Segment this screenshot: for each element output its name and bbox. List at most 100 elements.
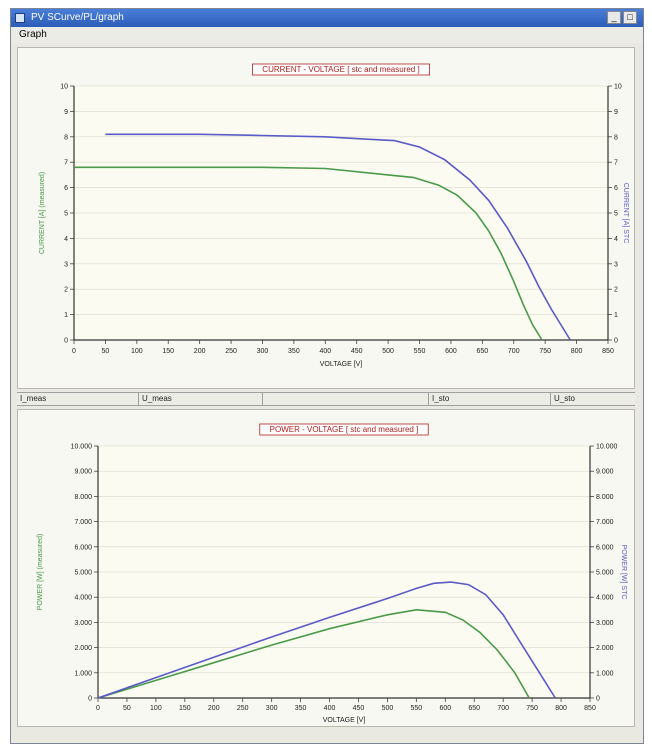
- y-axis-label-left: POWER [W] (measured): [37, 534, 44, 611]
- y-tick-label-left: 6.000: [74, 544, 92, 551]
- chart-title: POWER - VOLTAGE [ stc and measured ]: [270, 425, 419, 434]
- y-tick-label-right: 0: [614, 338, 618, 345]
- x-axis-label: VOLTAGE [V]: [320, 361, 363, 368]
- y-tick-label-left: 0: [64, 338, 68, 345]
- x-tick-label: 400: [319, 348, 331, 355]
- x-tick-label: 250: [225, 348, 237, 355]
- minimize-button[interactable]: _: [607, 11, 621, 24]
- x-tick-label: 200: [194, 348, 206, 355]
- y-tick-label-right: 8: [614, 134, 618, 141]
- x-tick-label: 150: [179, 705, 191, 712]
- y-tick-label-right: 7.000: [596, 519, 614, 526]
- window-title: PV SCurve/PL/graph: [31, 12, 124, 23]
- y-tick-label-left: 0: [88, 696, 92, 703]
- y-tick-label-left: 4.000: [74, 595, 92, 602]
- x-tick-label: 350: [288, 348, 300, 355]
- x-tick-label: 150: [162, 348, 174, 355]
- status-cell-usto: U_sto: [554, 394, 575, 403]
- y-tick-label-right: 10: [614, 84, 622, 91]
- y-tick-label-right: 1: [614, 312, 618, 319]
- y-axis-label-right: CURRENT [A] STC: [622, 183, 629, 244]
- status-cell-umeas: U_meas: [139, 393, 263, 405]
- x-tick-label: 400: [324, 705, 336, 712]
- y-tick-label-left: 5.000: [74, 570, 92, 577]
- y-tick-label-right: 5.000: [596, 570, 614, 577]
- x-tick-label: 850: [602, 348, 614, 355]
- x-tick-label: 600: [445, 348, 457, 355]
- x-tick-label: 700: [497, 705, 509, 712]
- chart-title-box: [259, 423, 429, 436]
- y-tick-label-left: 8.000: [74, 494, 92, 501]
- y-tick-label-right: 8.000: [596, 494, 614, 501]
- close-button[interactable]: □: [623, 11, 637, 24]
- y-axis-label-right: POWER [W] STC: [620, 545, 627, 600]
- y-tick-label-right: 5: [614, 211, 618, 218]
- title-bar[interactable]: PV SCurve/PL/graph _ □: [11, 9, 643, 27]
- y-tick-label-right: 6.000: [596, 544, 614, 551]
- x-tick-label: 800: [571, 348, 583, 355]
- x-tick-label: 800: [555, 705, 567, 712]
- status-cell-empty: [263, 393, 429, 405]
- x-tick-label: 300: [266, 705, 278, 712]
- y-tick-label-left: 7: [64, 160, 68, 167]
- pv-chart-panel: 0 0 1.000 1.000 2.000 2.000 3.000 3.000 4.000 4.0…: [17, 409, 635, 727]
- y-tick-label-right: 9.000: [596, 469, 614, 476]
- x-tick-label: 650: [477, 348, 489, 355]
- y-tick-label-right: 1.000: [596, 670, 614, 677]
- series-line-stc: [97, 581, 556, 699]
- y-tick-label-right: 2.000: [596, 645, 614, 652]
- y-tick-label-right: 4.000: [596, 595, 614, 602]
- y-tick-label-left: 7.000: [74, 519, 92, 526]
- iv-chart: 0 01 12 23 34 45 56 67 78 89 910 100 50 100 150 200 250 3…: [39, 63, 629, 368]
- x-axis-label: VOLTAGE [V]: [323, 717, 366, 724]
- x-tick-label: 850: [584, 705, 596, 712]
- y-tick-label-right: 3.000: [596, 620, 614, 627]
- x-tick-label: 250: [237, 705, 249, 712]
- y-tick-label-right: 9: [614, 109, 618, 116]
- y-tick-label-right: 4: [614, 236, 618, 243]
- menu-graph[interactable]: Graph: [19, 29, 47, 40]
- x-tick-label: 750: [526, 705, 538, 712]
- y-tick-label-left: 3.000: [74, 620, 92, 627]
- chart-title-box: [251, 63, 430, 76]
- x-tick-label: 550: [414, 348, 426, 355]
- x-tick-label: 500: [382, 705, 394, 712]
- y-tick-label-left: 5: [64, 211, 68, 218]
- y-tick-label-left: 6: [64, 185, 68, 192]
- x-tick-label: 50: [123, 705, 131, 712]
- x-tick-label: 0: [96, 705, 100, 712]
- y-tick-label-left: 8: [64, 134, 68, 141]
- y-tick-label-right: 7: [614, 160, 618, 167]
- x-tick-label: 50: [102, 348, 110, 355]
- y-tick-label-left: 10.000: [71, 444, 93, 451]
- y-tick-label-right: 6: [614, 185, 618, 192]
- y-tick-label-right: 0: [596, 696, 600, 703]
- status-cell-imeas: I_meas: [17, 393, 139, 405]
- series-line-measured: [74, 166, 543, 341]
- app-icon: [15, 13, 25, 23]
- iv-chart-panel: 0 0 1 1 2 2 3 3 4 4 5 5 6 6 7 7 8 8 9 9 10 10 0 50 100 150 200 250 3…: [17, 47, 635, 389]
- x-tick-label: 0: [72, 348, 76, 355]
- y-tick-label-left: 10: [60, 84, 68, 91]
- series-line-stc: [105, 133, 571, 341]
- x-tick-label: 100: [150, 705, 162, 712]
- menu-bar: Graph: [11, 27, 643, 43]
- y-tick-label-right: 2: [614, 287, 618, 294]
- y-tick-label-left: 1: [64, 312, 68, 319]
- x-tick-label: 200: [208, 705, 220, 712]
- y-tick-label-left: 2: [64, 287, 68, 294]
- x-tick-label: 300: [257, 348, 269, 355]
- x-tick-label: 500: [382, 348, 394, 355]
- x-tick-label: 450: [351, 348, 363, 355]
- y-tick-label-left: 9: [64, 109, 68, 116]
- status-cell-isto: I_sto: [429, 393, 551, 405]
- x-tick-label: 750: [539, 348, 551, 355]
- y-tick-label-right: 3: [614, 261, 618, 268]
- y-tick-label-left: 4: [64, 236, 68, 243]
- status-bar: I_meas U_meas I_sto U_sto: [17, 392, 635, 406]
- y-tick-label-left: 2.000: [74, 645, 92, 652]
- y-tick-label-left: 1.000: [74, 670, 92, 677]
- y-axis-label-left: CURRENT [A] (measured): [39, 172, 46, 254]
- x-tick-label: 100: [131, 348, 143, 355]
